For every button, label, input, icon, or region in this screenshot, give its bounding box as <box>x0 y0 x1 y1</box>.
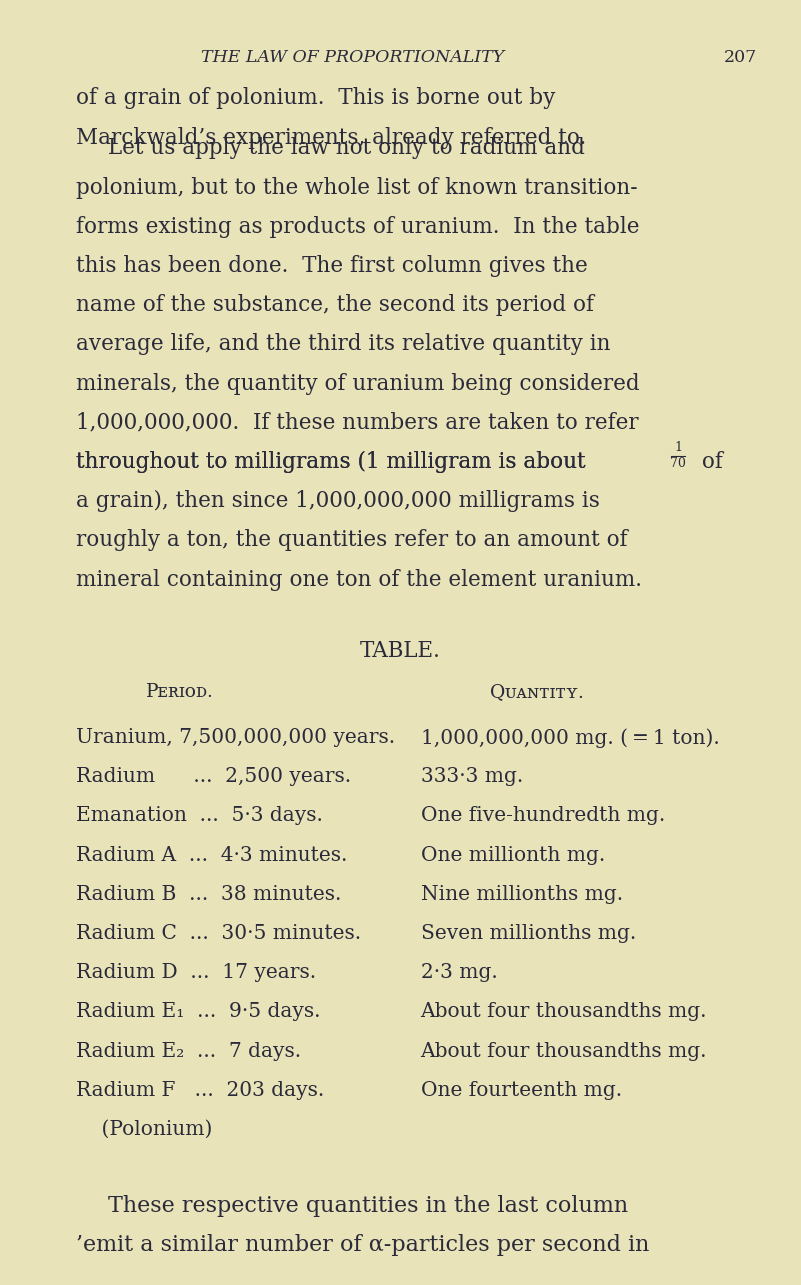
Text: Nine millionths mg.: Nine millionths mg. <box>421 885 622 903</box>
Text: One five-hundredth mg.: One five-hundredth mg. <box>421 807 665 825</box>
Text: forms existing as products of uranium.  In the table: forms existing as products of uranium. I… <box>76 216 639 238</box>
Text: About four thousandths mg.: About four thousandths mg. <box>421 1042 707 1060</box>
Text: of: of <box>694 451 723 473</box>
Text: 1,000,000,000 mg. ( = 1 ton).: 1,000,000,000 mg. ( = 1 ton). <box>421 729 719 748</box>
Text: THE LAW OF PROPORTIONALITY: THE LAW OF PROPORTIONALITY <box>201 49 504 66</box>
Text: 70: 70 <box>670 457 686 470</box>
Text: 1,000,000,000.  If these numbers are taken to refer: 1,000,000,000. If these numbers are take… <box>76 411 638 434</box>
Text: Seven millionths mg.: Seven millionths mg. <box>421 924 636 943</box>
Text: throughout to milligrams (1 milligram is about: throughout to milligrams (1 milligram is… <box>76 451 593 473</box>
Text: Radium F   ...  203 days.: Radium F ... 203 days. <box>76 1081 324 1100</box>
Text: One millionth mg.: One millionth mg. <box>421 846 605 865</box>
Text: Radium C  ...  30·5 minutes.: Radium C ... 30·5 minutes. <box>76 924 361 943</box>
Text: a grain), then since 1,000,000,000 milligrams is: a grain), then since 1,000,000,000 milli… <box>76 490 600 513</box>
Text: minerals, the quantity of uranium being considered: minerals, the quantity of uranium being … <box>76 373 640 394</box>
Text: About four thousandths mg.: About four thousandths mg. <box>421 1002 707 1022</box>
Text: Let us apply the law not only to radium and: Let us apply the law not only to radium … <box>108 137 585 159</box>
Text: One fourteenth mg.: One fourteenth mg. <box>421 1081 622 1100</box>
Text: Radium B  ...  38 minutes.: Radium B ... 38 minutes. <box>76 885 341 903</box>
Text: 1: 1 <box>674 441 682 454</box>
Text: name of the substance, the second its period of: name of the substance, the second its pe… <box>76 294 594 316</box>
Text: Radium      ...  2,500 years.: Radium ... 2,500 years. <box>76 767 351 786</box>
Text: These respective quantities in the last column: These respective quantities in the last … <box>108 1195 628 1217</box>
Text: this has been done.  The first column gives the: this has been done. The first column giv… <box>76 254 588 278</box>
Text: average life, and the third its relative quantity in: average life, and the third its relative… <box>76 333 610 356</box>
Text: Radium A  ...  4·3 minutes.: Radium A ... 4·3 minutes. <box>76 846 348 865</box>
Text: roughly a ton, the quantities refer to an amount of: roughly a ton, the quantities refer to a… <box>76 529 628 551</box>
Text: Radium D  ...  17 years.: Radium D ... 17 years. <box>76 964 316 982</box>
Text: Radium E₂  ...  7 days.: Radium E₂ ... 7 days. <box>76 1042 301 1060</box>
Text: TABLE.: TABLE. <box>360 640 441 662</box>
Text: Pᴇʀɪᴏᴅ.: Pᴇʀɪᴏᴅ. <box>147 684 214 702</box>
Text: 2·3 mg.: 2·3 mg. <box>421 964 497 982</box>
Text: ’emit a similar number of α-particles per second in: ’emit a similar number of α-particles pe… <box>76 1235 650 1257</box>
Text: mineral containing one ton of the element uranium.: mineral containing one ton of the elemen… <box>76 568 642 591</box>
Text: throughout to milligrams (1 milligram is about: throughout to milligrams (1 milligram is… <box>76 451 593 473</box>
Text: polonium, but to the whole list of known transition-: polonium, but to the whole list of known… <box>76 176 638 199</box>
Text: 207: 207 <box>723 49 757 66</box>
Text: Marckwald’s experiments, already referred to.: Marckwald’s experiments, already referre… <box>76 126 586 149</box>
Text: Qᴜᴀɴᴛɪᴛʏ.: Qᴜᴀɴᴛɪᴛʏ. <box>489 684 584 702</box>
Text: Uranium, 7,500,000,000 years.: Uranium, 7,500,000,000 years. <box>76 729 395 747</box>
Text: Emanation  ...  5·3 days.: Emanation ... 5·3 days. <box>76 807 323 825</box>
Text: 333·3 mg.: 333·3 mg. <box>421 767 523 786</box>
Text: (Polonium): (Polonium) <box>76 1121 212 1139</box>
Text: of a grain of polonium.  This is borne out by: of a grain of polonium. This is borne ou… <box>76 87 555 109</box>
Text: Radium E₁  ...  9·5 days.: Radium E₁ ... 9·5 days. <box>76 1002 320 1022</box>
